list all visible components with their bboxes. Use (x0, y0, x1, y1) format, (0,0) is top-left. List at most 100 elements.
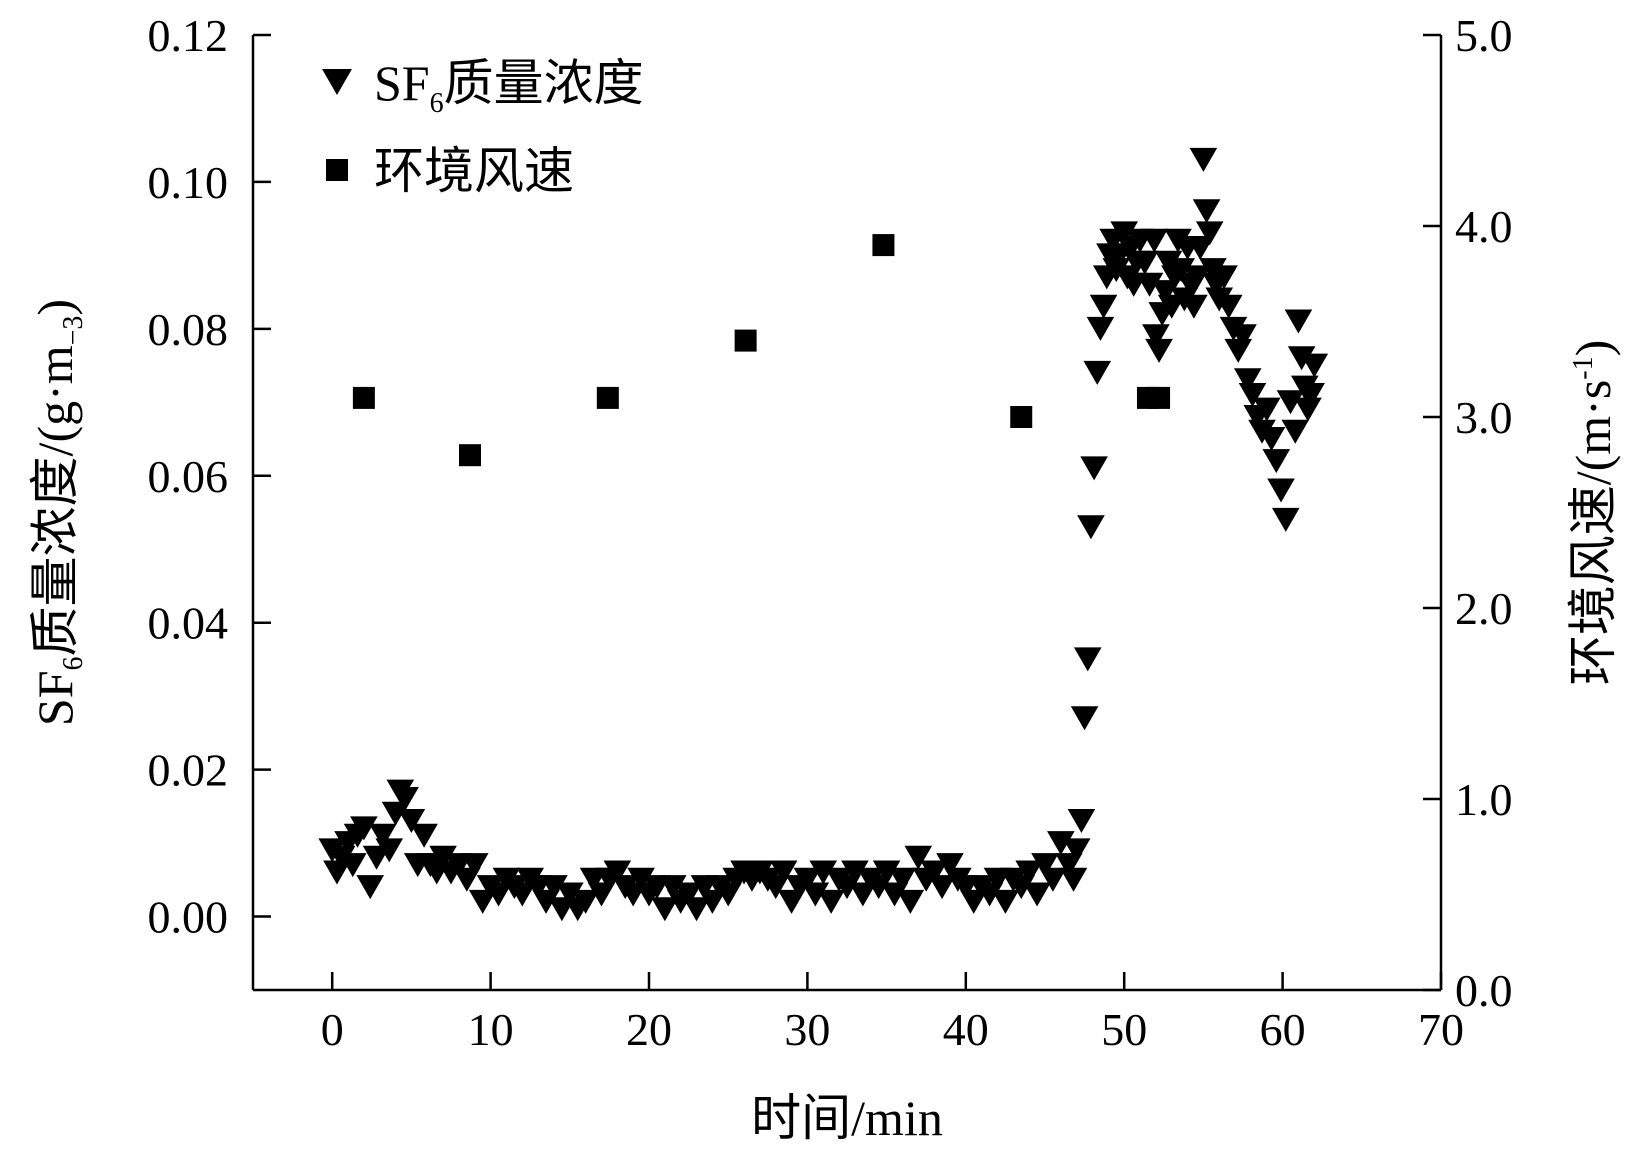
sf6-concentration-point (1067, 809, 1096, 834)
sf6-concentration-point (556, 882, 584, 907)
sf6-concentration-point (1031, 853, 1059, 878)
sf6-concentration-point (896, 889, 925, 914)
wind-speed-point (596, 386, 619, 409)
sf6-concentration-point (603, 860, 632, 885)
sf6-concentration-point (429, 845, 457, 870)
sf6-concentration-point (571, 889, 600, 914)
sf6-concentration-point (920, 860, 948, 885)
x-tick-label: 70 (1418, 1004, 1464, 1055)
sf6-concentration-point (540, 875, 568, 900)
sf6-concentration-point (1297, 382, 1325, 407)
legend-label-part: SF (374, 55, 430, 111)
sf6-concentration-point (1294, 397, 1322, 422)
wind-speed-point (734, 329, 757, 352)
sf6-concentration-point (1224, 338, 1253, 363)
legend-label-part: 质量浓度 (444, 55, 644, 111)
sf6-concentration-point (350, 816, 378, 841)
sf6-concentration-point (1195, 221, 1224, 246)
sf6-concentration-point (1140, 228, 1169, 253)
sf6-concentration-point (391, 787, 419, 811)
sf6-concentration-point (1110, 221, 1138, 246)
sf6-concentration-point (1059, 867, 1088, 892)
sf6-concentration-point (936, 853, 964, 878)
sf6-concentration-point (460, 853, 489, 878)
y-left-axis-label-part: −3 (58, 316, 89, 346)
sf6-concentration-point (1192, 199, 1221, 224)
y-left-tick-label: 0.04 (148, 598, 229, 649)
y-left-axis-label-part: 质量浓度/(g·m (27, 345, 83, 656)
sf6-concentration-point (674, 882, 703, 907)
sf6-concentration-point (1154, 250, 1183, 275)
sf6-concentration-point (1023, 882, 1051, 907)
x-tick-label: 50 (1101, 1004, 1147, 1055)
sf6-concentration-point (1089, 294, 1118, 319)
sf6-concentration-point (1062, 838, 1091, 863)
wind-speed-series (352, 234, 1171, 467)
sf6-concentration-point (1151, 280, 1180, 305)
legend-label-part: 6 (430, 88, 444, 119)
sf6-concentration-point (369, 823, 397, 848)
sf6-concentration-point (682, 897, 711, 922)
sf6-concentration-point (1233, 368, 1262, 393)
sf6-concentration-point (1086, 316, 1115, 341)
sf6-concentration-point (888, 867, 917, 892)
sf6-concentration-point (356, 875, 385, 900)
sf6-concentration-point (1047, 831, 1075, 856)
y-right-axis-label-part: -1 (1568, 356, 1599, 379)
y-right-tick-label: 4.0 (1455, 201, 1513, 252)
sf6-concentration-point (1015, 860, 1043, 885)
sf6-concentration-point (1271, 507, 1300, 532)
x-axis-label: 时间/min (751, 1090, 943, 1146)
sf6-concentration-point (1276, 390, 1305, 415)
sf6-concentration-point (872, 860, 901, 885)
sf6-concentration-point (323, 860, 351, 885)
sf6-concentration-point (338, 853, 367, 878)
sf6-concentration-point (1070, 706, 1099, 731)
sf6-concentration-point (1130, 250, 1159, 275)
sf6-concentration-point (1077, 515, 1105, 540)
sf6-concentration-point (1142, 324, 1170, 349)
wind-speed-point (1010, 406, 1033, 428)
series-layer (318, 147, 1329, 922)
y-left-tick-label: 0.12 (148, 10, 229, 61)
sf6-concentration-point (809, 860, 838, 885)
x-tick-label: 0 (321, 1004, 344, 1055)
legend-label-part: 环境风速 (374, 143, 574, 199)
sf6-concentration-point (1267, 478, 1295, 503)
y-right-axis-label-part: 环境风速/(m·s (1565, 380, 1621, 686)
sf6-concentration-point (1135, 272, 1164, 297)
sf6-concentration-point (1214, 294, 1243, 319)
sf6-concentration-point (410, 823, 438, 848)
sf6-concentration-point (1281, 419, 1310, 444)
sf6-concentration-point (1284, 309, 1313, 334)
sf6-concentration-point (991, 889, 1020, 914)
axes-layer: 0.00 0.02 0.04 0.06 0.08 0.10 0.12 0.0 1.0 2.0 3.0… (27, 10, 1621, 1146)
sf6-concentration-point (1039, 867, 1067, 892)
sf6-concentration-point (1145, 338, 1173, 363)
sf6-concentration-point (1300, 353, 1329, 378)
sf6-concentration-point (1083, 360, 1112, 385)
sf6-concentration-point (793, 867, 822, 892)
sf6-concentration-point (817, 889, 845, 914)
y-left-tick-label: 0.02 (148, 745, 229, 796)
x-tick-label: 20 (626, 1004, 672, 1055)
sf6-concentration-point (1167, 258, 1196, 283)
sf6-concentration-point (381, 801, 410, 826)
y-right-tick-label: 3.0 (1455, 392, 1513, 443)
wind-speed-point (352, 386, 375, 409)
legend-square-marker (326, 159, 348, 181)
sf6-concentration-point (1180, 294, 1208, 319)
y-right-tick-label: 1.0 (1455, 774, 1513, 825)
y-left-axis-label-part: SF (27, 670, 83, 726)
sf6-concentration-point (1183, 265, 1211, 290)
sf6-concentration-point (627, 867, 655, 892)
wind-speed-point (1148, 386, 1171, 409)
y-right-tick-label: 2.0 (1455, 583, 1513, 634)
sf6-concentration-point (375, 838, 404, 863)
sf6-concentration-point (1257, 427, 1286, 452)
wind-speed-point (459, 444, 482, 467)
sf6-concentration-point (904, 845, 933, 870)
y-left-tick-label: 0.10 (148, 157, 229, 208)
sf6-concentration-point (1238, 382, 1267, 407)
